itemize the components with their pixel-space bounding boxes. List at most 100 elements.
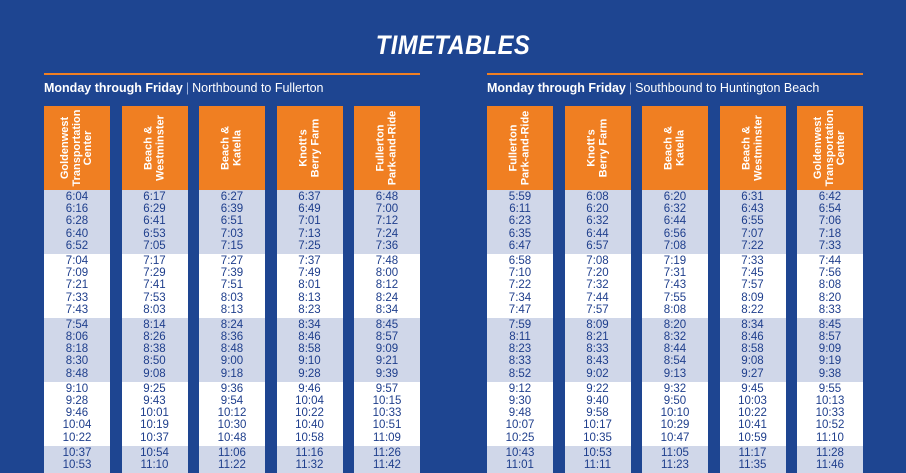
departure-time: 10:04 bbox=[62, 419, 92, 432]
departure-time: 9:45 bbox=[741, 382, 764, 395]
departure-time: 7:41 bbox=[143, 279, 166, 292]
stop-header: Knott's Berry Farm bbox=[564, 106, 631, 190]
departure-time: 8:11 bbox=[509, 331, 531, 344]
departure-time: 6:20 bbox=[586, 203, 609, 216]
stop-header: Knott's Berry Farm bbox=[276, 106, 343, 190]
panel-rule bbox=[487, 73, 863, 75]
departure-time: 7:33 bbox=[741, 254, 764, 267]
departure-time: 7:31 bbox=[663, 267, 687, 280]
departure-time: 10:13 bbox=[815, 395, 845, 407]
departure-time: 7:09 bbox=[65, 267, 89, 280]
departure-time: 10:33 bbox=[372, 407, 402, 420]
departure-time: 8:23 bbox=[508, 343, 532, 356]
departure-time: 11:42 bbox=[373, 458, 401, 471]
departure-time: 8:30 bbox=[65, 355, 89, 368]
stop-header: Beach & Westminster bbox=[719, 106, 786, 190]
departure-time: 9:21 bbox=[375, 355, 399, 368]
departure-time: 11:46 bbox=[816, 458, 844, 471]
departure-time: 9:08 bbox=[143, 367, 166, 380]
timetable-column: Fullerton Park-and-Ride 5:59 6:11 6:23 6:35 6:… bbox=[487, 106, 553, 473]
departure-time: 8:33 bbox=[818, 303, 842, 316]
subtitle-separator: | bbox=[628, 81, 633, 95]
departure-time: 9:08 bbox=[741, 355, 764, 368]
stop-header: Fullerton Park-and-Ride bbox=[354, 106, 420, 190]
departure-time: 11:23 bbox=[661, 458, 689, 471]
departure-time: 11:16 bbox=[295, 446, 324, 459]
departure-time: 8:52 bbox=[508, 367, 532, 380]
departure-time: 7:53 bbox=[143, 291, 166, 304]
departure-time: 11:32 bbox=[295, 458, 324, 471]
stop-header: Goldenwest Transportation Center bbox=[44, 106, 110, 190]
time-group: 9:36 9:54 10:12 10:30 10:48 bbox=[199, 381, 265, 446]
time-group: 11:16 11:32 bbox=[276, 445, 343, 473]
schedule-direction: Northbound to Fullerton bbox=[192, 81, 324, 95]
stop-header: Fullerton Park-and-Ride bbox=[487, 106, 553, 190]
departure-time: 7:45 bbox=[741, 267, 764, 280]
departure-time: 10:47 bbox=[660, 431, 690, 444]
time-group: 7:54 8:06 8:18 8:30 8:48 bbox=[44, 317, 110, 382]
departure-time: 9:27 bbox=[741, 367, 764, 380]
departure-time: 8:08 bbox=[663, 303, 687, 316]
departure-time: 9:55 bbox=[818, 382, 842, 395]
stop-name: Beach & Westminster bbox=[142, 106, 166, 190]
departure-time: 8:32 bbox=[663, 331, 687, 344]
stop-name-line: Berry Farm bbox=[308, 118, 321, 178]
timetable-column: Knott's Berry Farm 6:08 6:20 6:32 6:44 6:57 7:0… bbox=[564, 106, 631, 473]
departure-time: 9:10 bbox=[298, 355, 321, 368]
departure-time: 8:06 bbox=[65, 331, 89, 344]
departure-time: 11:01 bbox=[506, 458, 534, 471]
time-group: 9:10 9:28 9:46 10:04 10:22 bbox=[44, 381, 110, 446]
departure-time: 6:43 bbox=[741, 203, 764, 216]
departure-time: 6:20 bbox=[663, 191, 687, 203]
stop-name-line: Fullerton bbox=[507, 124, 520, 172]
departure-time: 10:30 bbox=[217, 419, 247, 432]
departure-time: 9:36 bbox=[220, 382, 244, 395]
departure-time: 7:33 bbox=[65, 291, 89, 304]
departure-time: 7:24 bbox=[375, 227, 399, 240]
departure-time: 8:34 bbox=[298, 318, 321, 331]
departure-time: 8:13 bbox=[298, 291, 321, 304]
departure-time: 6:23 bbox=[508, 215, 532, 228]
departure-time: 10:40 bbox=[295, 419, 324, 432]
departure-time: 7:36 bbox=[375, 239, 399, 252]
departure-time: 7:13 bbox=[298, 227, 321, 240]
departure-time: 7:29 bbox=[143, 267, 166, 280]
departure-time: 9:13 bbox=[663, 367, 687, 380]
departure-time: 10:53 bbox=[583, 446, 612, 459]
departure-time: 7:06 bbox=[818, 215, 842, 228]
departure-time: 8:58 bbox=[741, 343, 764, 356]
departure-time: 8:24 bbox=[220, 318, 244, 331]
departure-time: 6:57 bbox=[586, 239, 609, 252]
stop-name-line: Katella bbox=[674, 129, 686, 167]
time-group: 10:37 10:53 bbox=[44, 445, 110, 473]
departure-time: 9:25 bbox=[143, 382, 166, 395]
departure-time: 8:08 bbox=[818, 279, 842, 292]
departure-time: 6:37 bbox=[298, 191, 321, 203]
stop-name: Beach & Katella bbox=[663, 106, 687, 190]
schedule-days: Monday through Friday bbox=[44, 81, 183, 95]
departure-time: 11:26 bbox=[373, 446, 401, 459]
departure-time: 7:44 bbox=[586, 291, 609, 304]
timetable-column: Beach & Westminster 6:17 6:29 6:41 6:53 7:05 7:… bbox=[121, 106, 188, 473]
stop-header: Beach & Westminster bbox=[121, 106, 188, 190]
stop-name-line: Katella bbox=[231, 129, 243, 167]
departure-time: 8:36 bbox=[220, 331, 244, 344]
departure-time: 8:01 bbox=[298, 279, 321, 292]
departure-time: 8:23 bbox=[298, 303, 321, 316]
departure-time: 10:59 bbox=[738, 431, 767, 444]
time-group: 9:57 10:15 10:33 10:51 11:09 bbox=[354, 381, 420, 446]
departure-time: 7:32 bbox=[586, 279, 609, 292]
panel-subtitle: Monday through Friday | Southbound to Hunt… bbox=[487, 81, 863, 95]
departure-time: 7:04 bbox=[65, 254, 89, 267]
departure-time: 8:50 bbox=[143, 355, 166, 368]
stop-name-line: Beach & bbox=[219, 125, 232, 171]
departure-time: 8:48 bbox=[220, 343, 244, 356]
departure-time: 11:22 bbox=[218, 458, 246, 471]
departure-time: 7:39 bbox=[220, 267, 244, 280]
departure-time: 8:22 bbox=[741, 303, 764, 316]
departure-time: 9:30 bbox=[508, 395, 532, 407]
stop-name: Fullerton Park-and-Ride bbox=[507, 106, 532, 190]
departure-time: 7:15 bbox=[220, 239, 244, 252]
departure-time: 6:51 bbox=[220, 215, 244, 228]
departure-time: 10:03 bbox=[738, 395, 767, 407]
